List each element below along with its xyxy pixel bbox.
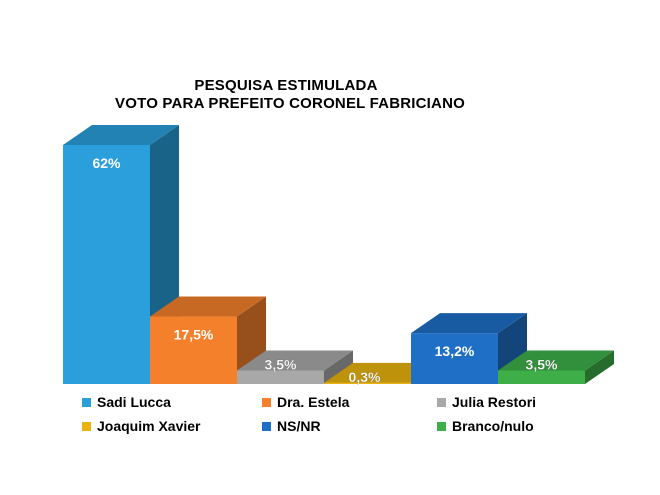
- value-label-julia-restori: 3,5%: [265, 357, 297, 373]
- legend-label: Joaquim Xavier: [97, 418, 201, 434]
- bar-top-branco-nulo: [498, 350, 614, 371]
- value-label-branco-nulo: 3,5%: [526, 357, 558, 373]
- legend-swatch: [262, 397, 271, 407]
- legend-item-branco-nulo: Branco/nulo: [437, 418, 602, 434]
- legend-item-sadi-lucca: Sadi Lucca: [82, 394, 262, 410]
- bar-ns-nr: [411, 333, 498, 384]
- legend-swatch: [82, 397, 91, 407]
- bar-side-julia-restori: [324, 350, 353, 384]
- value-label-ns-nr: 13,2%: [435, 343, 475, 359]
- bar-dra-estela: [150, 316, 237, 384]
- legend-item-ns-nr: NS/NR: [262, 418, 437, 434]
- bar-julia-restori: [237, 370, 324, 384]
- bar-side-branco-nulo: [585, 350, 614, 384]
- value-label-dra-estela: 17,5%: [174, 327, 214, 343]
- chart-subtitle: VOTO PARA PREFEITO CORONEL FABRICIANO: [115, 95, 465, 112]
- legend-label: Sadi Lucca: [97, 394, 171, 410]
- value-label-joaquim-xavier: 0,3%: [349, 369, 381, 385]
- value-label-sadi-lucca: 62%: [92, 155, 121, 171]
- legend-label: NS/NR: [277, 418, 321, 434]
- legend-item-joaquim-xavier: Joaquim Xavier: [82, 418, 262, 434]
- bar-sadi-lucca: [63, 145, 150, 384]
- legend-label: Dra. Estela: [277, 394, 350, 410]
- legend-label: Julia Restori: [452, 394, 537, 410]
- legend-swatch: [82, 421, 91, 431]
- legend-swatch: [262, 421, 271, 431]
- chart-title: PESQUISA ESTIMULADA: [194, 77, 378, 94]
- legend-swatch: [437, 421, 446, 431]
- legend-swatch: [437, 397, 446, 407]
- bar-top-dra-estela: [150, 296, 266, 317]
- legend-label: Branco/nulo: [452, 418, 534, 434]
- bar-top-julia-restori: [237, 350, 353, 371]
- bar-joaquim-xavier: [324, 382, 411, 384]
- chart-legend: Sadi Lucca Dra. Estela Julia Restori Joa…: [82, 394, 602, 434]
- legend-item-dra-estela: Dra. Estela: [262, 394, 437, 410]
- bar-top-ns-nr: [411, 313, 527, 334]
- legend-item-julia-restori: Julia Restori: [437, 394, 602, 410]
- bar-branco-nulo: [498, 370, 585, 384]
- bar-top-sadi-lucca: [63, 125, 179, 145]
